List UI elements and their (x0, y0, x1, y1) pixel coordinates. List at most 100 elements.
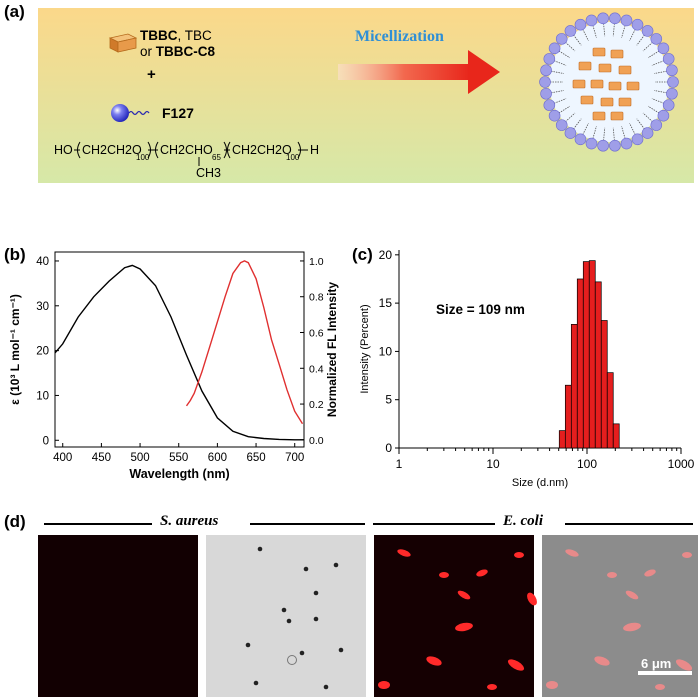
micelle-dye-block (592, 111, 606, 121)
x-axis-title: Size (d.nm) (512, 477, 568, 489)
x-tick-label: 700 (285, 452, 304, 464)
micelle-bead (631, 18, 644, 31)
micelle-bead (641, 127, 654, 139)
bacterium-dot (313, 590, 319, 596)
fluorescent-bacterium (487, 684, 497, 690)
merged-bacterium (682, 552, 692, 558)
fluorescent-bacterium (507, 659, 525, 671)
y-tick-label: 0 (385, 441, 392, 455)
dye-names-line2: or TBBC-C8 (140, 44, 215, 59)
dye-names-line1: TBBC, TBC (140, 28, 212, 43)
y-right-tick-label: 1.0 (309, 256, 324, 268)
bacterium-dot (333, 562, 339, 568)
y-tick-label: 5 (385, 393, 392, 407)
panel-a-graphic: HO CH2CH2O 100 CH2CHO 65 CH2CH2O 100 H C… (38, 8, 694, 183)
formula-n1: 100 (136, 153, 150, 162)
merged-bacterium (565, 549, 579, 557)
dye-or: or (140, 44, 156, 59)
micelle-bead (662, 53, 675, 65)
group2-rule-left (373, 523, 495, 525)
micelle-bead (540, 87, 552, 100)
histogram-bar (588, 260, 596, 449)
bacterium-dot (245, 642, 251, 648)
x-tick-label: 550 (169, 452, 188, 464)
x-tick-label: 1000 (668, 457, 695, 471)
merged-bacterium (655, 684, 665, 690)
plus-sign: + (147, 66, 156, 83)
micelle-bead (585, 14, 598, 27)
absorbance-fluorescence-chart: 400 450 500 550 600 650 700 0 10 20 30 40 0.0 0.2 0.4 0… (8, 251, 339, 481)
merged-bacterium (607, 572, 617, 578)
x-tick-label: 1 (396, 457, 403, 471)
micelle-dye-block (600, 97, 614, 107)
micelle-dye-block (580, 95, 594, 105)
group2-rule-right (565, 523, 693, 525)
x-tick-label: 10 (486, 457, 500, 471)
debris-ring (287, 655, 297, 665)
micelle-dye-block (598, 63, 612, 73)
panel-a-label: (a) (4, 2, 25, 21)
micelle-bead (657, 42, 670, 55)
merged-bacterium (644, 569, 656, 577)
x-tick-label: 450 (92, 452, 111, 464)
y-axis-title: ε (10³ L mol⁻¹ cm⁻¹) (8, 294, 22, 405)
merged-bacterium (675, 659, 693, 671)
micelle-bead (585, 137, 598, 150)
histogram-bar (570, 324, 578, 449)
scale-bar (638, 671, 692, 675)
micelle-core (549, 22, 669, 142)
histogram-bar (582, 261, 590, 449)
fluorescent-bacterium (457, 590, 471, 600)
histogram-bar (606, 372, 614, 449)
micelle-bead (597, 12, 609, 25)
panel-d-label: (d) (4, 512, 26, 531)
histogram-bar (612, 423, 620, 449)
micelle-dye-block (618, 97, 632, 107)
y-tick-label: 15 (379, 296, 393, 310)
plot-frame (54, 251, 305, 448)
fluorescent-bacterium (527, 592, 537, 606)
formula-n2: 65 (212, 153, 221, 162)
micelle-bead (650, 33, 663, 45)
merged-bacterium (623, 622, 641, 632)
micelle-dye-block (608, 81, 622, 91)
micelle-dye-block (578, 61, 592, 71)
y-right-tick-label: 0.0 (309, 435, 324, 447)
micelle-bead (539, 76, 551, 88)
histogram-bar (594, 281, 602, 449)
formula-block3: CH2CH2O (232, 143, 292, 157)
micelle-bead (543, 99, 556, 111)
micelle-bead (650, 119, 663, 131)
group1-rule-right (250, 523, 365, 525)
micelle-dye-block (590, 79, 604, 89)
micelle-bead (667, 76, 679, 88)
fluorescence-curve (185, 260, 304, 425)
fluorescent-bacterium (426, 656, 442, 666)
size-distribution-chart: 1 10 100 1000 0 5 10 15 20 Size (d.nm) Intensity (… (359, 248, 695, 489)
y-right-axis-title: Normalized FL Intensity (325, 282, 339, 417)
dye-block-icon (108, 33, 138, 53)
micelle-bead (564, 127, 577, 139)
histogram-bar (600, 320, 608, 449)
y-axis-title: Intensity (Percent) (359, 304, 371, 393)
micrograph-row (38, 535, 698, 697)
x-tick-label: 500 (130, 452, 149, 464)
group1-label: S. aureus (160, 513, 219, 529)
micelle-bead (666, 87, 678, 100)
fluorescent-bacterium (378, 681, 390, 689)
size-annotation: Size = 109 nm (436, 302, 525, 317)
x-tick-label: 650 (246, 452, 265, 464)
bacterium-dot (253, 680, 259, 686)
micelle-dye-block (572, 79, 586, 89)
x-tick-label: 100 (577, 457, 597, 471)
fluorescent-bacterium (514, 552, 524, 558)
fluorescent-bacterium (476, 569, 488, 577)
absorbance-curve (54, 264, 304, 441)
micelle-bead (609, 12, 621, 25)
bacterium-dot (313, 616, 319, 622)
bacterium-dot (281, 607, 287, 613)
micelle-bead (555, 119, 568, 131)
y-right-tick-label: 0.2 (309, 399, 324, 411)
polymer-name: F127 (162, 105, 194, 121)
y-tick-label: 20 (36, 346, 49, 358)
